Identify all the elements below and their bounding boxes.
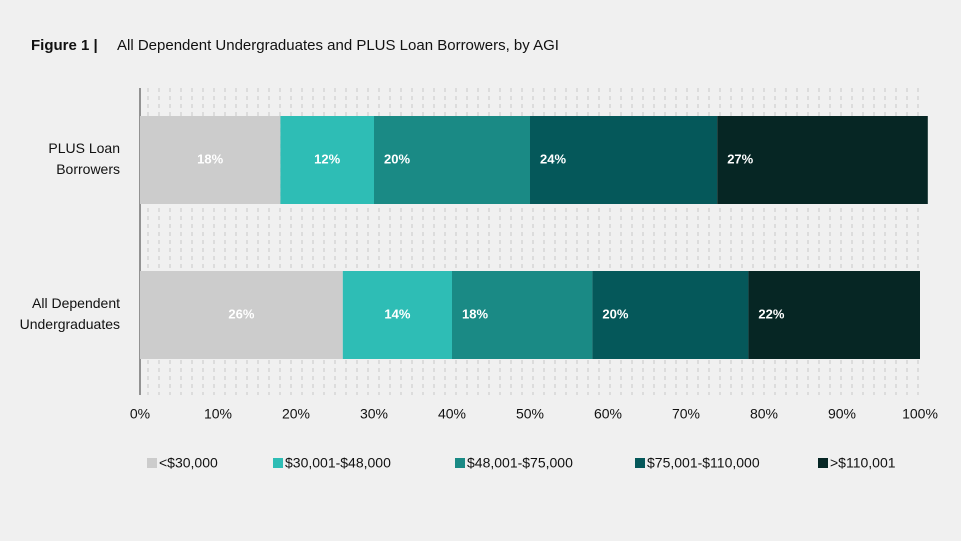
value-label: 24% — [540, 151, 566, 166]
x-tick-label: 30% — [360, 406, 388, 422]
x-tick-label: 50% — [516, 406, 544, 422]
bar-segment — [342, 271, 452, 359]
y-tick-label: Borrowers — [56, 161, 120, 177]
legend-swatch — [455, 458, 465, 468]
bar-segment — [592, 271, 749, 359]
x-tick-label: 10% — [204, 406, 232, 422]
value-label: 20% — [602, 306, 628, 321]
bar-segment — [140, 271, 343, 359]
bar-segment — [717, 116, 928, 204]
bar-segment — [140, 116, 281, 204]
legend-swatch — [635, 458, 645, 468]
legend-label: >$110,001 — [830, 455, 896, 471]
value-label: 12% — [314, 151, 340, 166]
value-label: 22% — [758, 306, 784, 321]
bar-segment — [374, 116, 530, 204]
value-label: 26% — [228, 306, 254, 321]
x-tick-label: 20% — [282, 406, 310, 422]
x-tick-label: 40% — [438, 406, 466, 422]
y-tick-label: PLUS Loan — [48, 140, 120, 156]
value-label: 20% — [384, 151, 410, 166]
legend-label: $75,001-$110,000 — [647, 455, 760, 471]
value-label: 18% — [197, 151, 223, 166]
x-tick-label: 60% — [594, 406, 622, 422]
x-tick-label: 0% — [130, 406, 150, 422]
x-tick-label: 70% — [672, 406, 700, 422]
bar-segment — [748, 271, 920, 359]
x-tick-label: 90% — [828, 406, 856, 422]
chart-title: All Dependent Undergraduates and PLUS Lo… — [117, 37, 559, 54]
value-label: 18% — [462, 306, 488, 321]
y-tick-label: Undergraduates — [20, 316, 120, 332]
legend-label: <$30,000 — [159, 455, 218, 471]
title-label: Figure 1 | — [31, 37, 98, 54]
legend-swatch — [818, 458, 828, 468]
bar-segment — [530, 116, 718, 204]
legend-label: $30,001-$48,000 — [285, 455, 391, 471]
bar-segment — [280, 116, 374, 204]
y-tick-label: All Dependent — [32, 295, 120, 311]
x-tick-label: 80% — [750, 406, 778, 422]
legend-label: $48,001-$75,000 — [467, 455, 573, 471]
bar-segment — [452, 271, 593, 359]
x-tick-label: 100% — [902, 406, 938, 422]
value-label: 14% — [384, 306, 410, 321]
legend-swatch — [273, 458, 283, 468]
legend-swatch — [147, 458, 157, 468]
value-label: 27% — [727, 151, 753, 166]
